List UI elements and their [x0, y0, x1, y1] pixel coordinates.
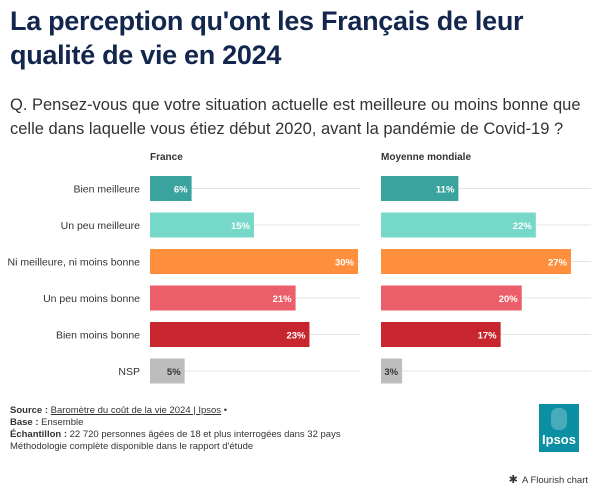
category-label: NSP — [118, 366, 140, 378]
data-label: 3% — [384, 367, 398, 378]
bar — [381, 249, 571, 274]
ipsos-logo: Ipsos — [539, 404, 579, 452]
data-label: 6% — [174, 185, 188, 196]
bar — [150, 176, 192, 201]
data-label: 15% — [231, 221, 251, 232]
data-label: 17% — [478, 331, 498, 342]
data-label: 27% — [548, 258, 568, 269]
bar — [150, 285, 296, 311]
sample-line: Échantillon : 22 720 personnes âgées de … — [10, 429, 530, 441]
bar-charts: France Bien meilleure 6% Un peu meilleure 15… — [8, 152, 591, 384]
bar — [381, 358, 403, 384]
bar — [381, 285, 522, 311]
category-label: Bien meilleure — [73, 184, 140, 196]
base-line: Base : Ensemble — [10, 417, 530, 429]
source-line: Source : Baromètre du coût de la vie 202… — [10, 405, 530, 417]
panel-title: Moyenne mondiale — [381, 152, 471, 163]
category-label: Un peu meilleure — [61, 220, 141, 232]
svg-text:Ipsos: Ipsos — [542, 432, 576, 447]
bar — [150, 358, 185, 384]
base-text: Ensemble — [41, 417, 84, 428]
flourish-credit[interactable]: ✱ A Flourish chart — [509, 473, 588, 486]
category-label: Un peu moins bonne — [43, 293, 140, 305]
category-label: Bien moins bonne — [56, 330, 140, 342]
data-label: 22% — [513, 221, 533, 232]
bar — [381, 176, 459, 201]
flourish-label: A Flourish chart — [522, 475, 588, 486]
data-label: 20% — [499, 294, 519, 305]
data-label: 30% — [335, 258, 355, 269]
bar — [381, 322, 501, 347]
chart-title: La perception qu'ont les Français de leu… — [10, 6, 524, 70]
data-label: 11% — [436, 185, 455, 196]
flourish-star-icon: ✱ — [508, 474, 518, 486]
sample-text: 22 720 personnes âgées de 18 et plus int… — [69, 429, 341, 440]
method-line: Méthodologie complète disponible dans le… — [10, 441, 254, 452]
data-label: 21% — [273, 294, 293, 305]
bar — [150, 322, 310, 347]
chart-footer: Source : Baromètre du coût de la vie 202… — [10, 405, 530, 453]
bar — [150, 212, 254, 238]
panel-title: France — [150, 152, 183, 163]
sample-label: Échantillon : — [10, 429, 67, 440]
source-label: Source : — [10, 405, 49, 416]
category-label: Ni meilleure, ni moins bonne — [8, 257, 141, 269]
source-link[interactable]: Baromètre du coût de la vie 2024 | Ipsos — [50, 405, 222, 416]
data-label: 5% — [167, 367, 181, 378]
base-label: Base : — [10, 417, 39, 428]
bar — [381, 212, 536, 238]
bar — [150, 249, 358, 274]
data-label: 23% — [286, 331, 306, 342]
source-bullet: • — [223, 405, 228, 416]
chart-subtitle: Q. Pensez-vous que votre situation actue… — [10, 96, 581, 138]
